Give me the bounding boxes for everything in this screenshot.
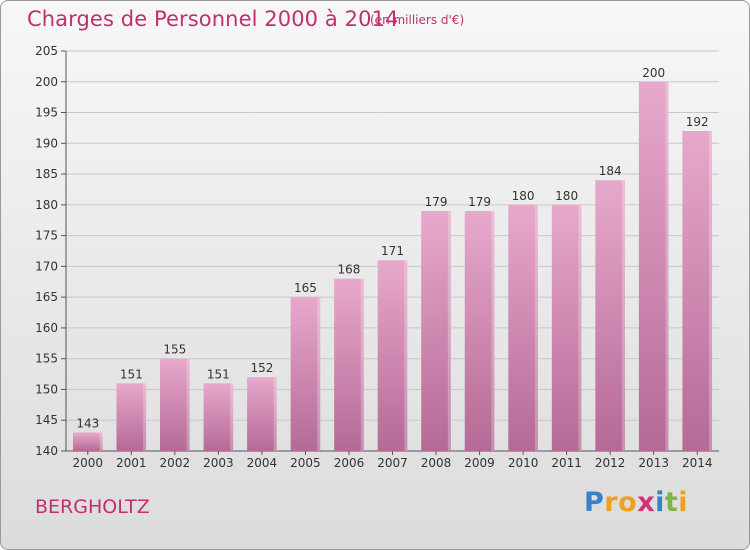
data-label: 200 [642, 66, 665, 80]
x-tick-label: 2012 [595, 456, 626, 470]
y-tick-label: 205 [35, 44, 58, 58]
bar [203, 383, 234, 451]
bar-highlight [665, 81, 669, 452]
bar [334, 278, 364, 451]
data-label: 184 [599, 164, 622, 178]
x-tick-label: 2006 [334, 456, 365, 470]
x-tick-label: 2008 [421, 456, 452, 470]
data-label: 151 [120, 367, 143, 381]
y-tick-label: 170 [35, 259, 58, 273]
bar-highlight [491, 211, 495, 451]
bar [72, 432, 103, 451]
x-tick-label: 2013 [638, 456, 669, 470]
bar-highlight [143, 383, 147, 451]
bar-highlight [621, 180, 625, 451]
bar [247, 377, 277, 451]
bar-highlight [534, 204, 538, 451]
x-tick-label: 2011 [551, 456, 582, 470]
bar-highlight [404, 260, 408, 451]
logo-letter: P [584, 487, 605, 518]
bar [160, 358, 190, 451]
y-tick-label: 155 [35, 352, 58, 366]
data-label: 168 [338, 263, 361, 277]
bar [638, 81, 669, 452]
y-tick-label: 180 [35, 198, 58, 212]
bar [464, 211, 495, 451]
bar [551, 204, 582, 451]
x-tick-label: 2010 [508, 456, 539, 470]
bar-highlight [709, 131, 713, 451]
bar-highlight [317, 297, 321, 451]
data-label: 180 [555, 189, 578, 203]
bar [595, 180, 625, 451]
bar-highlight [230, 383, 234, 451]
bar-highlight [186, 358, 190, 451]
logo-letter: i [678, 487, 689, 518]
logo-letter: t [664, 487, 679, 518]
bar-highlight [360, 278, 364, 451]
data-label: 143 [76, 417, 99, 431]
logo-letter: i [655, 487, 665, 518]
x-tick-label: 2001 [116, 456, 147, 470]
x-tick-label: 2002 [160, 456, 191, 470]
chart-title: Charges de Personnel 2000 à 2014 [27, 7, 399, 31]
x-tick-label: 2007 [377, 456, 408, 470]
x-tick-label: 2009 [464, 456, 495, 470]
y-tick-label: 195 [35, 106, 58, 120]
x-tick-label: 2005 [290, 456, 321, 470]
bar [377, 260, 408, 451]
y-tick-label: 140 [35, 444, 58, 458]
bar [290, 297, 321, 451]
proxiti-logo: Proxiti [584, 487, 688, 518]
data-label: 165 [294, 281, 317, 295]
bar [682, 131, 713, 451]
y-tick-label: 165 [35, 290, 58, 304]
y-tick-label: 175 [35, 229, 58, 243]
commune-name: BERGHOLTZ [35, 496, 150, 518]
x-tick-label: 2003 [203, 456, 234, 470]
data-label: 151 [207, 367, 230, 381]
data-label: 192 [686, 115, 709, 129]
data-label: 152 [250, 361, 273, 375]
data-label: 171 [381, 244, 404, 258]
bar-highlight [273, 377, 277, 451]
y-tick-label: 160 [35, 321, 58, 335]
data-label: 155 [163, 343, 186, 357]
bar-highlight [99, 432, 103, 451]
logo-letter: r [604, 487, 619, 518]
bar [421, 211, 451, 451]
logo-letter: o [618, 487, 638, 518]
x-tick-label: 2004 [247, 456, 278, 470]
y-tick-label: 190 [35, 136, 58, 150]
logo-letter: x [637, 487, 656, 518]
chart-subtitle: (en milliers d'€) [370, 13, 465, 27]
y-tick-label: 150 [35, 382, 58, 396]
y-tick-label: 200 [35, 75, 58, 89]
y-tick-label: 145 [35, 413, 58, 427]
data-label: 179 [468, 195, 491, 209]
data-label: 180 [512, 189, 535, 203]
bar-highlight [447, 211, 451, 451]
y-tick-label: 185 [35, 167, 58, 181]
data-label: 179 [425, 195, 448, 209]
x-tick-label: 2000 [72, 456, 103, 470]
bar [116, 383, 147, 451]
bar-highlight [578, 204, 582, 451]
x-tick-label: 2014 [682, 456, 713, 470]
bar [508, 204, 538, 451]
